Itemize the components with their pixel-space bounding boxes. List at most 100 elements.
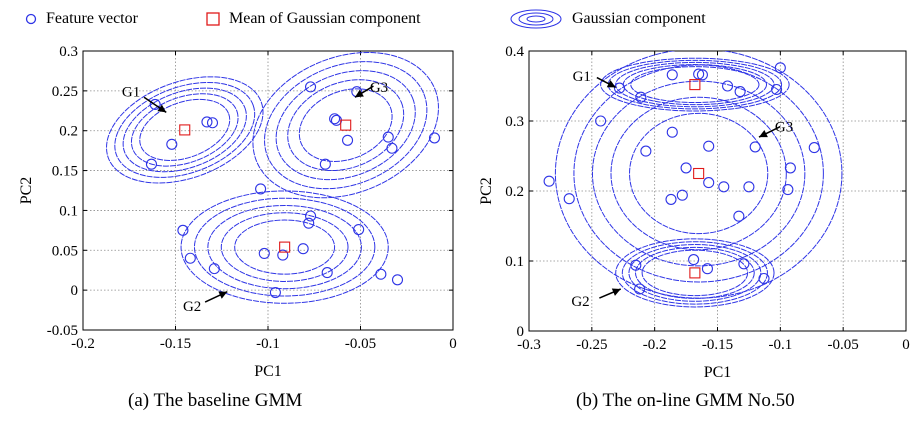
gaussian-contour-g2 <box>635 246 755 299</box>
gaussian-contour-g1 <box>607 59 783 110</box>
component-contours <box>554 51 843 308</box>
feature-vector-point <box>297 243 309 255</box>
feature-vector-point <box>303 217 315 229</box>
gaussian-contour-g1 <box>106 76 264 184</box>
feature-vector-point <box>634 283 646 295</box>
gaussian-contour-g1 <box>114 81 256 178</box>
feature-vector-point <box>595 115 607 127</box>
y-axis-label: PC2 <box>478 177 495 205</box>
feature-vector-point <box>563 193 575 205</box>
legend: Feature vector Mean of Gaussian componen… <box>0 0 914 40</box>
x-tick-label: 0 <box>902 337 910 353</box>
gaussian-contour-g2 <box>180 190 389 304</box>
feature-vector-point <box>758 272 770 285</box>
x-tick-label: -0.1 <box>256 336 280 352</box>
feature-vector-point <box>808 142 820 154</box>
mean-marker <box>693 167 705 180</box>
legend-feature-vector: Feature vector <box>24 8 138 30</box>
x-tick-label: -0.2 <box>643 337 667 353</box>
feature-vector-point <box>688 254 700 266</box>
feature-vector-point <box>166 138 178 150</box>
x-tick-label: -0.05 <box>828 337 859 353</box>
feature-vector-point <box>782 184 794 196</box>
gaussian-contour-g1 <box>130 93 239 167</box>
annotation-g1: G1 <box>122 85 140 101</box>
feature-vector-point <box>666 69 678 81</box>
x-tick-label: -0.15 <box>702 337 733 353</box>
annotation-arrowhead <box>611 288 621 296</box>
gaussian-contour-g3 <box>252 52 439 199</box>
gaussian-contour-g1 <box>630 66 760 104</box>
feature-vector-point <box>304 81 317 93</box>
feature-vector-point <box>304 210 317 222</box>
mean-marker <box>340 119 352 131</box>
feature-vector-point <box>722 80 734 92</box>
x-tick-label: -0.2 <box>71 336 95 352</box>
gaussian-contour-g2 <box>621 241 768 305</box>
gaussian-contour-g2 <box>615 238 775 308</box>
gaussian-contour-g2 <box>220 212 349 282</box>
annotation-arrowhead <box>218 291 228 299</box>
mean-marker <box>689 79 701 91</box>
annotation-arrowhead <box>606 80 616 88</box>
gaussian-contour-g1 <box>600 57 790 112</box>
gaussian-contour-g1 <box>615 61 775 108</box>
feature-vector-point <box>784 162 796 174</box>
annotation-g3: G3 <box>775 120 793 136</box>
feature-vector-point <box>703 177 715 189</box>
feature-vector-point <box>734 86 746 98</box>
feature-vector-point <box>665 193 677 205</box>
feature-vector-point <box>341 134 354 146</box>
feature-vector-point <box>329 113 341 125</box>
gaussian-contour-g3 <box>287 79 405 172</box>
feature-vector-point <box>680 162 692 174</box>
gaussian-contour-g3 <box>275 70 416 181</box>
chart-1: -0.3 -0.25 -0.2 -0.15 -0.1 -0.05 0 0 0.1 0.2 0.3 0.… <box>478 44 910 381</box>
caption-b: (b) The on-line GMM No.50 <box>576 390 795 411</box>
y-tick-label: 0.05 <box>52 243 78 259</box>
x-axis-label: PC1 <box>254 363 282 380</box>
feature-vector-point <box>640 145 652 157</box>
feature-vector-point <box>353 224 365 236</box>
square-marker-icon <box>206 12 220 26</box>
feature-vector-point <box>733 210 745 222</box>
y-tick-label: 0.4 <box>505 44 524 60</box>
feature-vector-point <box>703 140 715 152</box>
y-axis-label: PC2 <box>18 177 35 205</box>
gaussian-contour-g2 <box>628 244 762 302</box>
gaussian-contour-g3 <box>264 61 428 190</box>
annotation-g2: G2 <box>571 294 589 310</box>
feature-vector-point <box>774 62 786 74</box>
y-tick-label: 0.25 <box>52 84 78 100</box>
gaussian-contour-g3 <box>629 112 769 235</box>
feature-vector-point <box>277 249 289 261</box>
feature-vector-point <box>718 181 730 193</box>
circle-marker-icon <box>25 13 37 25</box>
feature-vector-point <box>255 183 267 195</box>
legend-component-label: Gaussian component <box>572 10 706 27</box>
annotation-g2: G2 <box>183 299 201 315</box>
x-tick-label: -0.3 <box>517 337 541 353</box>
feature-vector-point <box>743 181 755 193</box>
feature-vector-point <box>428 132 441 144</box>
legend-mean-label: Mean of Gaussian component <box>229 10 421 27</box>
feature-vector-point <box>630 259 642 271</box>
annotation-g3: G3 <box>370 80 388 96</box>
feature-vector-point <box>206 117 219 129</box>
feature-vector-point <box>184 252 196 264</box>
feature-vector-point <box>319 158 331 170</box>
gaussian-contour-g3 <box>591 80 806 267</box>
x-tick-label: -0.1 <box>768 337 792 353</box>
y-tick-label: 0.2 <box>505 184 524 200</box>
feature-vector-point <box>635 91 647 103</box>
caption-a: (a) The baseline GMM <box>128 390 303 411</box>
feature-vector-point <box>666 126 678 138</box>
feature-vector-point <box>391 274 404 286</box>
component-contours <box>106 52 439 304</box>
ellipse-contour-icon <box>510 9 562 29</box>
y-tick-label: 0.3 <box>505 114 524 130</box>
gaussian-contour-g2 <box>207 204 362 290</box>
annotation-arrowhead <box>354 89 364 98</box>
gaussian-contour-g2 <box>193 197 376 297</box>
